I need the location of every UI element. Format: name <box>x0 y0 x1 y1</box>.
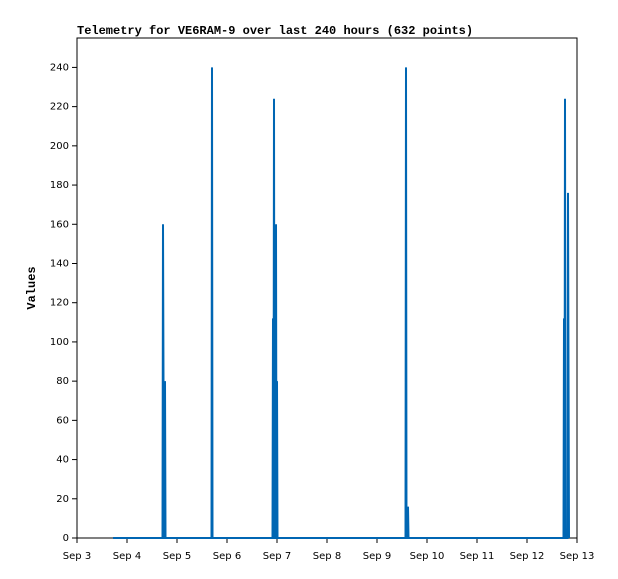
plot-frame <box>76 37 578 539</box>
y-tick-label: 140 <box>50 258 69 269</box>
x-tick-label: Sep 3 <box>63 551 91 562</box>
y-tick-label: 20 <box>56 494 69 505</box>
y-axis-label: Values <box>25 266 39 309</box>
y-tick-label: 160 <box>50 219 69 230</box>
x-tick-label: Sep 8 <box>313 551 341 562</box>
y-tick-label: 220 <box>50 102 69 113</box>
y-tick-label: 0 <box>63 533 69 544</box>
y-tick-label: 40 <box>56 455 69 466</box>
x-tick-label: Sep 5 <box>163 551 191 562</box>
y-tick-label: 60 <box>56 415 69 426</box>
x-tick-label: Sep 12 <box>510 551 545 562</box>
y-tick-label: 240 <box>50 62 69 73</box>
x-tick-label: Sep 11 <box>460 551 495 562</box>
data-line <box>113 67 570 539</box>
x-tick-label: Sep 4 <box>113 551 141 562</box>
x-tick-label: Sep 6 <box>213 551 241 562</box>
x-tick-label: Sep 9 <box>363 551 391 562</box>
x-tick-label: Sep 10 <box>410 551 445 562</box>
y-tick-label: 80 <box>56 376 69 387</box>
y-tick-label: 100 <box>50 337 69 348</box>
chart-title: Telemetry for VE6RAM-9 over last 240 hou… <box>77 24 473 38</box>
x-tick-label: Sep 13 <box>560 551 595 562</box>
y-tick-label: 120 <box>50 298 69 309</box>
x-tick-label: Sep 7 <box>263 551 291 562</box>
y-tick-label: 180 <box>50 180 69 191</box>
y-tick-label: 200 <box>50 141 69 152</box>
